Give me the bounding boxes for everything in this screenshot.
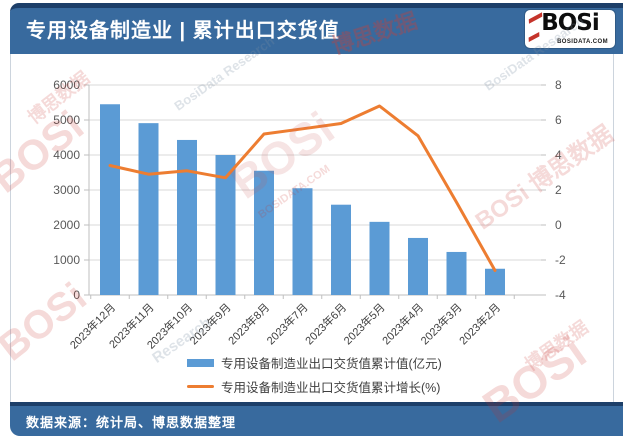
bar <box>292 188 313 295</box>
bar <box>254 170 274 295</box>
bar <box>138 123 159 296</box>
header-bar: 专用设备制造业 | 累计出口交货值 <box>10 3 623 54</box>
svg-text:3000: 3000 <box>53 183 80 197</box>
data-source-text: 数据来源：统计局、博思数据整理 <box>26 414 237 430</box>
bar <box>331 204 351 295</box>
bar <box>369 221 390 295</box>
svg-text:8: 8 <box>555 78 562 92</box>
svg-text:6000: 6000 <box>53 78 80 92</box>
legend-line-swatch-icon <box>187 385 214 388</box>
legend-label-line: 专用设备制造业出口交货值累计增长(%) <box>221 381 441 395</box>
x-axis-label: 2023年2月 <box>456 300 503 347</box>
chart-area: 0 1000 2000 3000 4000 5000 6000 -4 -2 0 2 4 6 8 2023年1… <box>10 54 614 402</box>
bar <box>100 104 120 295</box>
svg-text:2: 2 <box>555 183 562 197</box>
legend-item-line-series: 专用设备制造业出口交货值累计增长(%) <box>187 377 442 396</box>
svg-text:2000: 2000 <box>53 218 80 232</box>
logo-brand-text: BOSi <box>541 10 600 36</box>
bar <box>177 139 197 295</box>
svg-text:0: 0 <box>555 218 562 232</box>
bosi-logo: BOSi BOSIDATA.COM <box>525 10 615 48</box>
bar <box>485 268 505 295</box>
bar <box>408 237 428 295</box>
line-series <box>108 104 497 272</box>
svg-text:4: 4 <box>555 148 562 162</box>
svg-text:-4: -4 <box>555 288 566 302</box>
logo-domain-text: BOSIDATA.COM <box>557 39 608 45</box>
bar <box>215 155 236 295</box>
chart-legend: 专用设备制造业出口交货值累计值(亿元) 专用设备制造业出口交货值累计增长(%) <box>187 353 442 396</box>
page-title: 专用设备制造业 | 累计出口交货值 <box>26 20 340 42</box>
svg-text:4000: 4000 <box>53 148 80 162</box>
svg-text:6: 6 <box>555 113 562 127</box>
legend-label-bar: 专用设备制造业出口交货值累计值(亿元) <box>221 357 442 371</box>
svg-text:1000: 1000 <box>53 253 80 267</box>
svg-text:5000: 5000 <box>53 113 80 127</box>
svg-text:-2: -2 <box>555 253 566 267</box>
chart-svg: 0100020003000400050006000-4-2024682023年1… <box>53 78 566 352</box>
footer-bar: 数据来源：统计局、博思数据整理 <box>10 402 623 436</box>
legend-bar-swatch-icon <box>187 358 214 367</box>
bar <box>446 251 467 295</box>
legend-item-bar-series: 专用设备制造业出口交货值累计值(亿元) <box>187 353 442 372</box>
svg-text:0: 0 <box>73 288 80 302</box>
